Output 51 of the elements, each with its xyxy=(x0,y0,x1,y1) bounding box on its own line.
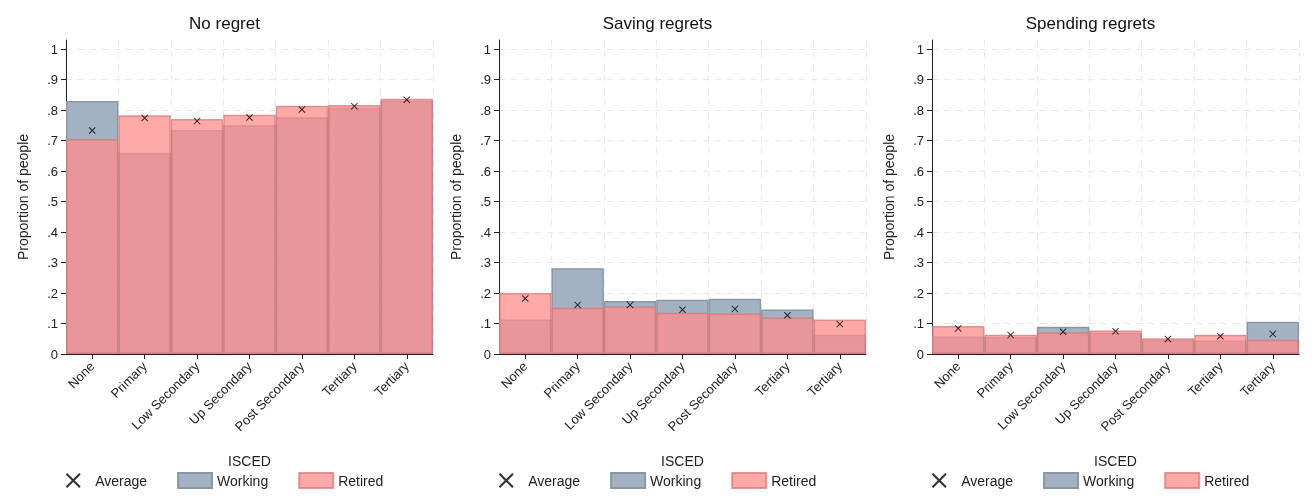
legend-label: Average xyxy=(528,472,581,489)
x-axis-title: ISCED xyxy=(661,453,704,469)
y-tick-label: .3 xyxy=(480,255,491,271)
legend-label: Average xyxy=(95,472,148,489)
y-tick-label: .6 xyxy=(480,163,491,179)
y-tick-label: .8 xyxy=(47,102,58,118)
y-tick-label: .2 xyxy=(47,285,58,301)
y-tick-label: .4 xyxy=(480,224,491,240)
y-axis-title: Proportion of people xyxy=(15,133,31,261)
y-tick-label: .7 xyxy=(47,133,58,149)
y-tick-label: 0 xyxy=(50,346,58,362)
y-tick-label: .8 xyxy=(913,102,924,118)
y-tick-label: .8 xyxy=(480,102,491,118)
y-tick-label: 1 xyxy=(50,41,58,57)
y-tick-label: .4 xyxy=(47,224,58,240)
y-tick-label: .1 xyxy=(913,316,924,332)
y-tick-label: 1 xyxy=(483,41,491,57)
y-tick-label: .1 xyxy=(47,316,58,332)
y-tick-label: 0 xyxy=(483,346,491,362)
y-tick-label: .4 xyxy=(913,224,924,240)
y-tick-label: 0 xyxy=(916,346,924,362)
legend-label: Retired xyxy=(338,472,384,489)
chart-title: No regret xyxy=(189,14,261,33)
y-tick-label: .7 xyxy=(480,133,491,149)
legend-label: Retired xyxy=(771,472,817,489)
y-axis-title: Proportion of people xyxy=(881,133,897,261)
y-tick-label: .2 xyxy=(480,285,491,301)
y-tick-label: .6 xyxy=(913,163,924,179)
y-tick-label: .5 xyxy=(480,194,491,210)
y-tick-label: .9 xyxy=(47,72,58,88)
y-tick-label: .9 xyxy=(913,72,924,88)
y-tick-label: .5 xyxy=(913,194,924,210)
y-tick-label: .3 xyxy=(913,255,924,271)
y-axis-title: Proportion of people xyxy=(448,133,464,261)
y-tick-label: 1 xyxy=(916,41,924,57)
y-tick-label: .2 xyxy=(913,285,924,301)
y-tick-label: .6 xyxy=(47,163,58,179)
legend-label: Working xyxy=(1083,472,1135,489)
legend-label: Average xyxy=(961,472,1014,489)
chart-title: Saving regrets xyxy=(602,14,713,33)
legend-label: Working xyxy=(650,472,702,489)
chart-title: Spending regrets xyxy=(1025,14,1156,33)
y-tick-label: .7 xyxy=(913,133,924,149)
x-axis-title: ISCED xyxy=(228,453,271,469)
y-tick-label: .9 xyxy=(480,72,491,88)
y-tick-label: .5 xyxy=(47,194,58,210)
y-tick-label: .3 xyxy=(47,255,58,271)
legend-label: Working xyxy=(217,472,269,489)
x-axis-title: ISCED xyxy=(1094,453,1137,469)
y-tick-label: .1 xyxy=(480,316,491,332)
legend-label: Retired xyxy=(1204,472,1250,489)
